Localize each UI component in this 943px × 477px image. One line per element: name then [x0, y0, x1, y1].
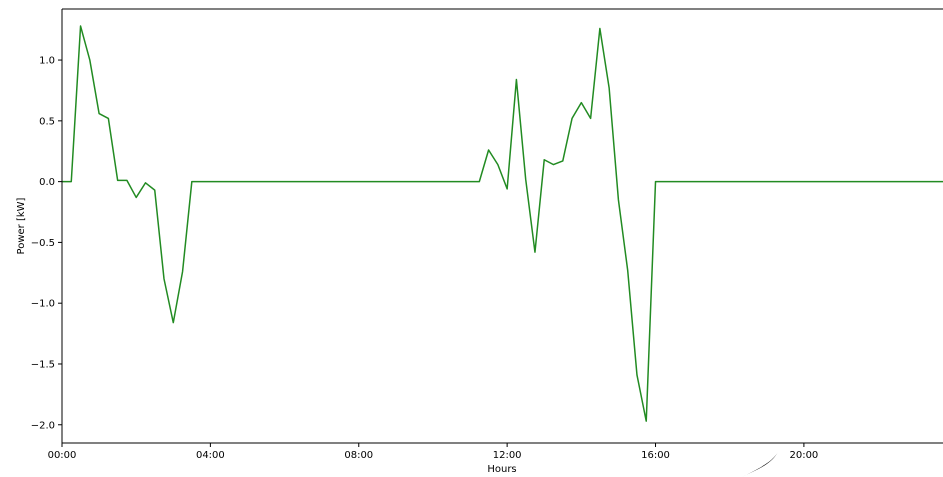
y-tick-label: 0.5: [39, 116, 55, 127]
y-tick-label: −0.5: [31, 238, 55, 249]
plot-area: [62, 9, 943, 443]
x-tick-label: 20:00: [789, 450, 818, 461]
x-axis-ticks: 00:00 04:00 08:00 12:00 16:00 20:00: [48, 443, 818, 461]
x-tick-label: 16:00: [641, 450, 670, 461]
y-tick-label: −1.0: [31, 299, 55, 310]
y-tick-label: 1.0: [39, 56, 55, 67]
decorative-swoosh: [742, 452, 778, 477]
y-tick-label: 0.0: [39, 177, 55, 188]
y-axis-ticks: 1.0 0.5 0.0 −0.5 −1.0 −1.5 −2.0: [31, 56, 62, 431]
x-tick-label: 04:00: [196, 450, 225, 461]
series-line-0: [62, 25, 943, 422]
x-tick-label: 00:00: [48, 450, 77, 461]
y-axis-label: Power [kW]: [16, 197, 27, 254]
series-layer: [62, 25, 943, 422]
y-tick-label: −1.5: [31, 359, 55, 370]
y-tick-label: −2.0: [31, 420, 55, 431]
x-tick-label: 12:00: [493, 450, 522, 461]
x-axis-label: Hours: [487, 464, 516, 475]
x-tick-label: 08:00: [344, 450, 373, 461]
axes-spines: [61, 8, 943, 444]
